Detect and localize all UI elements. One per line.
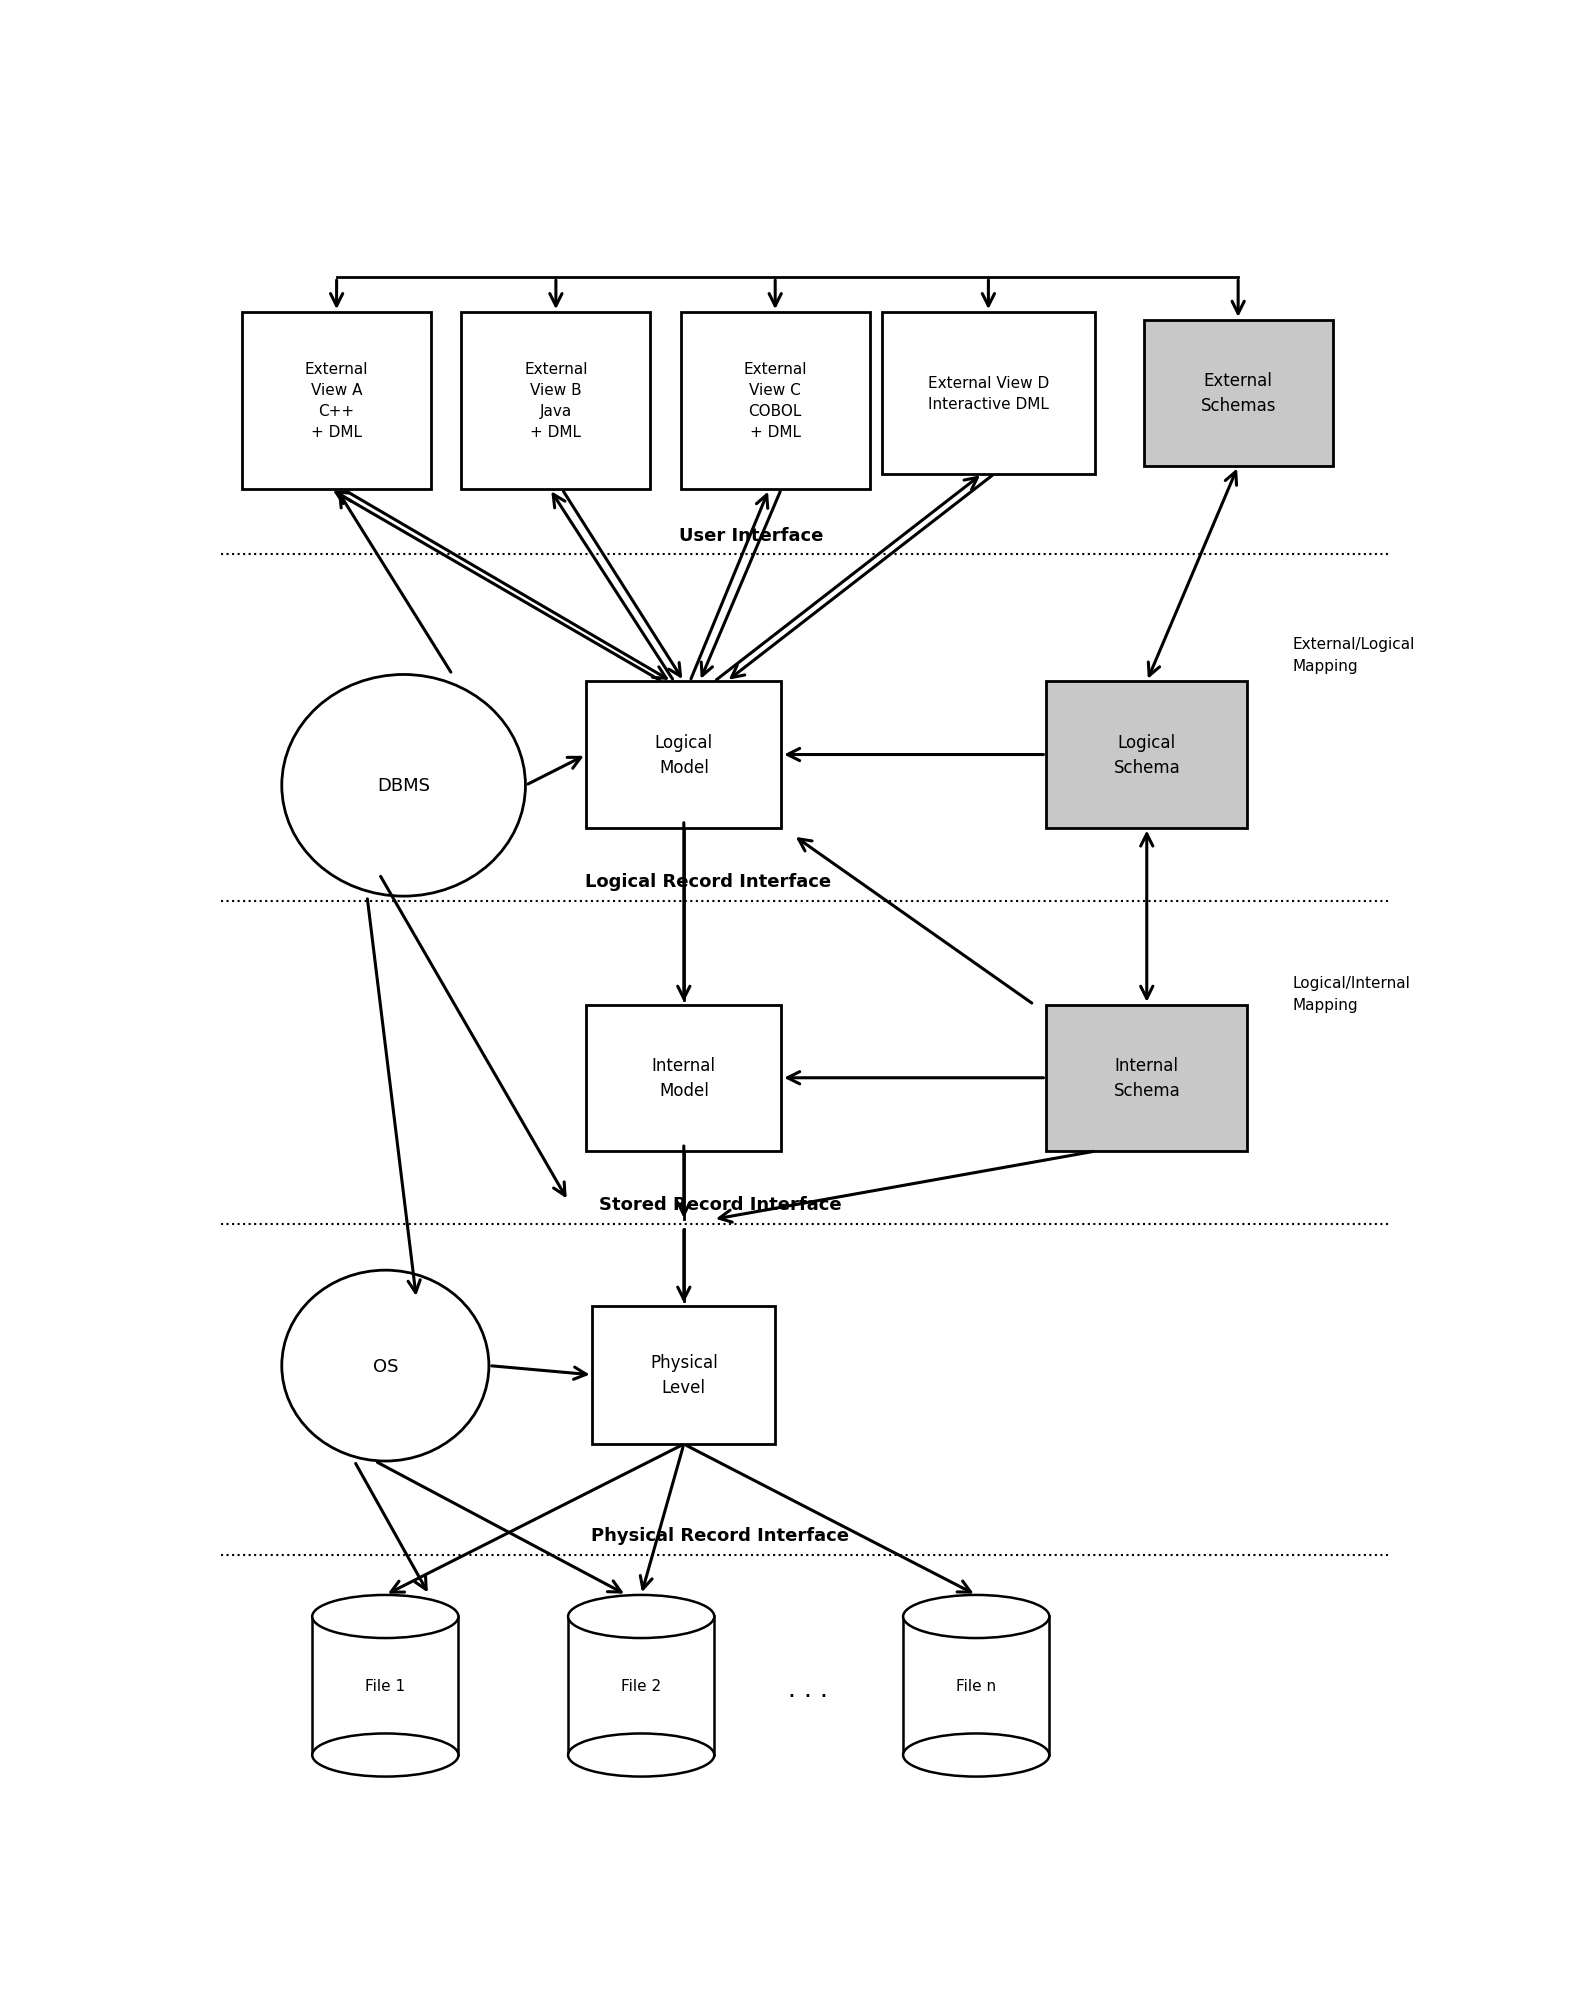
- Text: File 2: File 2: [621, 1678, 662, 1694]
- Text: Physical
Level: Physical Level: [649, 1355, 718, 1397]
- Bar: [567, 1616, 714, 1754]
- Ellipse shape: [567, 1734, 714, 1776]
- Text: Logical/Internal
Mapping: Logical/Internal Mapping: [1294, 975, 1410, 1013]
- Ellipse shape: [281, 675, 525, 897]
- Ellipse shape: [313, 1594, 459, 1638]
- Bar: [313, 1616, 459, 1754]
- Bar: [902, 1616, 1050, 1754]
- Text: External
View C
COBOL
+ DML: External View C COBOL + DML: [744, 362, 806, 440]
- Ellipse shape: [313, 1734, 459, 1776]
- Ellipse shape: [902, 1594, 1050, 1638]
- Bar: [586, 1005, 781, 1151]
- Text: OS: OS: [373, 1357, 398, 1375]
- Text: Internal
Schema: Internal Schema: [1113, 1057, 1181, 1099]
- Text: File n: File n: [956, 1678, 997, 1694]
- Bar: [586, 681, 781, 829]
- Text: . . .: . . .: [788, 1676, 828, 1700]
- Text: External/Logical
Mapping: External/Logical Mapping: [1294, 637, 1415, 673]
- Text: Logical
Schema: Logical Schema: [1113, 733, 1181, 777]
- Text: Physical Record Interface: Physical Record Interface: [591, 1526, 849, 1544]
- Text: Internal
Model: Internal Model: [652, 1057, 715, 1099]
- Text: User Interface: User Interface: [679, 525, 824, 543]
- Bar: [1047, 681, 1247, 829]
- Text: File 1: File 1: [365, 1678, 406, 1694]
- Bar: [242, 314, 431, 490]
- Bar: [593, 1307, 775, 1445]
- Ellipse shape: [902, 1734, 1050, 1776]
- Text: Logical Record Interface: Logical Record Interface: [585, 873, 832, 891]
- Text: DBMS: DBMS: [377, 777, 431, 795]
- Text: External
View B
Java
+ DML: External View B Java + DML: [523, 362, 588, 440]
- Text: External
View A
C++
+ DML: External View A C++ + DML: [305, 362, 368, 440]
- Bar: [882, 314, 1096, 474]
- Ellipse shape: [281, 1271, 489, 1461]
- Ellipse shape: [567, 1594, 714, 1638]
- Text: Stored Record Interface: Stored Record Interface: [599, 1195, 841, 1213]
- Bar: [1144, 320, 1333, 468]
- Bar: [462, 314, 651, 490]
- Bar: [681, 314, 869, 490]
- Text: Logical
Model: Logical Model: [656, 733, 712, 777]
- Text: External
Schemas: External Schemas: [1201, 372, 1276, 416]
- Text: External View D
Interactive DML: External View D Interactive DML: [927, 376, 1049, 412]
- Bar: [1047, 1005, 1247, 1151]
